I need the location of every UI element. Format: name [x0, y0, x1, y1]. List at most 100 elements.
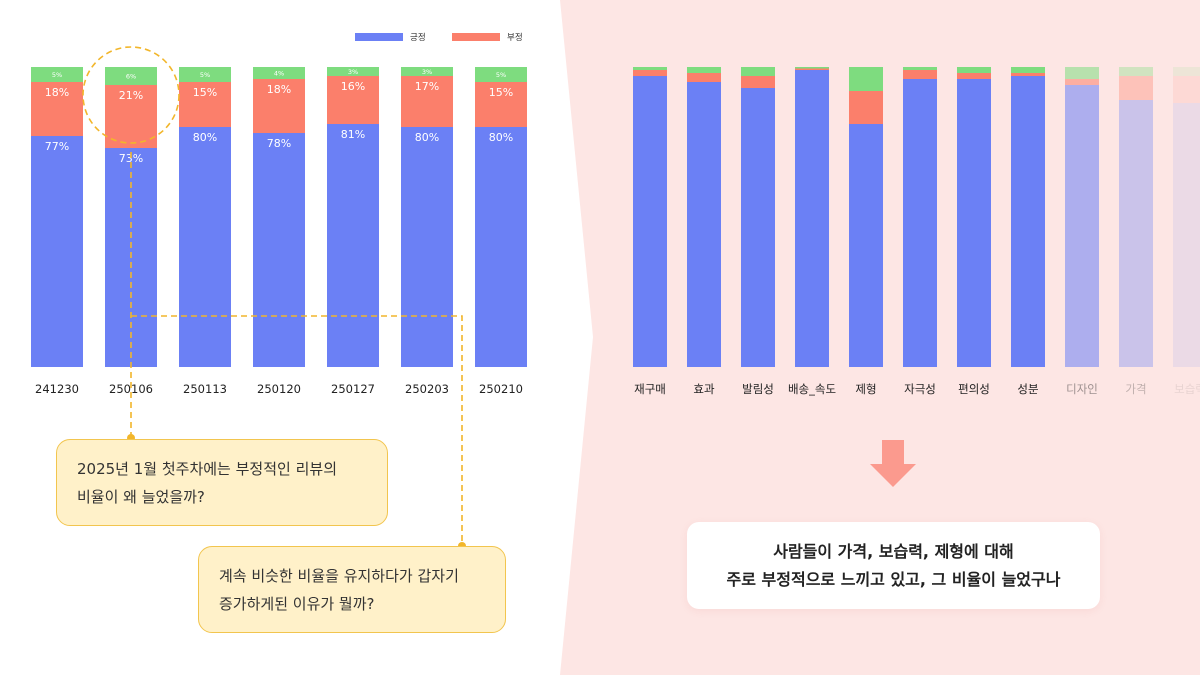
bar-label-neutral-250203: 3%	[422, 68, 432, 76]
bar-label-negative-241230: 18%	[45, 86, 69, 99]
category-bar-neutral-보습력	[1173, 67, 1200, 76]
bar-neutral-250113	[179, 67, 231, 82]
category-bar-positive-발림성	[741, 88, 775, 367]
category-bar-neutral-성분	[1011, 67, 1045, 73]
bar-negative-250120	[253, 79, 305, 133]
down-arrow-shape	[870, 440, 916, 487]
bar-neutral-250210	[475, 67, 527, 82]
bar-label-neutral-250113: 5%	[200, 71, 210, 79]
category-bar-negative-성분	[1011, 73, 1045, 76]
category-bar-negative-디자인	[1065, 79, 1099, 85]
chart-legend: 긍정 부정	[355, 32, 523, 43]
category-tick-label-효과: 효과	[693, 382, 715, 396]
category-bar-neutral-편의성	[957, 67, 991, 73]
bar-positive-250113	[179, 127, 231, 367]
question-1-line-2: 비율이 왜 늘었을까?	[77, 488, 205, 506]
bar-label-positive-250120: 78%	[267, 137, 291, 150]
category-bar-negative-가격	[1119, 76, 1153, 100]
x-tick-label-250210: 250210	[479, 382, 523, 396]
bar-neutral-241230	[31, 67, 83, 82]
bar-positive-250203	[401, 127, 453, 367]
bar-neutral-250203	[401, 67, 453, 76]
category-bar-neutral-자극성	[903, 67, 937, 70]
bar-label-positive-250113: 80%	[193, 131, 217, 144]
category-tick-label-발림성: 발림성	[742, 382, 774, 396]
bar-label-positive-241230: 77%	[45, 140, 69, 153]
category-bar-neutral-가격	[1119, 67, 1153, 76]
bar-negative-250210	[475, 82, 527, 127]
question-1-line-1: 2025년 1월 첫주차에는 부정적인 리뷰의	[77, 460, 337, 478]
legend-swatch-negative	[452, 33, 500, 41]
category-tick-label-보습력: 보습력	[1174, 382, 1200, 396]
category-bar-negative-자극성	[903, 70, 937, 79]
bar-neutral-250106	[105, 67, 157, 85]
category-bar-neutral-제형	[849, 67, 883, 91]
bar-label-positive-250210: 80%	[489, 131, 513, 144]
x-tick-label-250120: 250120	[257, 382, 301, 396]
category-bar-negative-편의성	[957, 73, 991, 79]
bar-label-neutral-250210: 5%	[496, 71, 506, 79]
bar-label-neutral-250106: 6%	[126, 72, 136, 80]
bar-label-negative-250210: 15%	[489, 86, 513, 99]
x-tick-label-250203: 250203	[405, 382, 449, 396]
bar-label-negative-250113: 15%	[193, 86, 217, 99]
bar-label-negative-250203: 17%	[415, 80, 439, 93]
x-tick-label-250106: 250106	[109, 382, 153, 396]
bar-label-neutral-250120: 4%	[274, 69, 284, 77]
question-2-line-1: 계속 비슷한 비율을 유지하다가 갑자기	[219, 567, 459, 585]
question-callout-1: 2025년 1월 첫주차에는 부정적인 리뷰의 비율이 왜 늘었을까?	[56, 439, 388, 526]
category-bar-positive-보습력	[1173, 103, 1200, 367]
category-bar-positive-가격	[1119, 100, 1153, 367]
category-bar-neutral-효과	[687, 67, 721, 73]
category-tick-label-배송_속도: 배송_속도	[788, 382, 836, 396]
x-tick-label-241230: 241230	[35, 382, 79, 396]
category-bar-neutral-배송_속도	[795, 67, 829, 69]
bar-positive-250210	[475, 127, 527, 367]
category-bar-neutral-디자인	[1065, 67, 1099, 79]
category-bar-positive-효과	[687, 82, 721, 367]
conclusion-card: 사람들이 가격, 보습력, 제형에 대해 주로 부정적으로 느끼고 있고, 그 …	[687, 522, 1100, 609]
category-tick-label-재구매: 재구매	[634, 382, 666, 396]
category-tick-label-자극성: 자극성	[904, 382, 936, 396]
connector-line-2	[131, 315, 463, 546]
bar-positive-241230	[31, 136, 83, 367]
down-arrow-icon	[870, 440, 916, 487]
bar-label-neutral-241230: 5%	[52, 71, 62, 79]
bar-label-negative-250106: 21%	[119, 89, 143, 102]
bar-negative-250127	[327, 76, 379, 124]
category-tick-label-디자인: 디자인	[1066, 382, 1098, 396]
x-tick-label-250113: 250113	[183, 382, 227, 396]
bar-label-positive-250203: 80%	[415, 131, 439, 144]
legend-swatch-positive	[355, 33, 403, 41]
category-bar-positive-편의성	[957, 79, 991, 367]
legend-label-positive: 긍정	[410, 32, 426, 43]
bar-negative-250106	[105, 85, 157, 148]
category-tick-label-성분: 성분	[1017, 382, 1038, 396]
category-bar-negative-재구매	[633, 70, 667, 76]
bar-negative-250203	[401, 76, 453, 127]
bar-negative-241230	[31, 82, 83, 136]
category-bar-positive-자극성	[903, 79, 937, 367]
question-2-line-2: 증가하게된 이유가 뭘까?	[219, 595, 375, 613]
category-bar-positive-성분	[1011, 76, 1045, 367]
bar-label-negative-250120: 18%	[267, 83, 291, 96]
bar-label-negative-250127: 16%	[341, 80, 365, 93]
legend-label-negative: 부정	[507, 32, 523, 43]
bar-neutral-250120	[253, 67, 305, 79]
conclusion-line-2: 주로 부정적으로 느끼고 있고, 그 비율이 늘었구나	[726, 570, 1061, 589]
category-bar-positive-디자인	[1065, 85, 1099, 367]
bar-neutral-250127	[327, 67, 379, 76]
category-tick-label-편의성: 편의성	[958, 382, 990, 396]
question-callout-2: 계속 비슷한 비율을 유지하다가 갑자기 증가하게된 이유가 뭘까?	[198, 546, 506, 633]
category-bar-positive-재구매	[633, 76, 667, 367]
bar-label-positive-250106: 73%	[119, 152, 143, 165]
bar-positive-250127	[327, 124, 379, 367]
category-tick-label-제형: 제형	[855, 382, 876, 396]
bar-positive-250120	[253, 133, 305, 367]
category-bar-negative-발림성	[741, 76, 775, 88]
category-bar-neutral-재구매	[633, 67, 667, 70]
weekly-sentiment-chart: 77% 18% 5% 241230 73% 21% 6% 250106 80% 15% 5% 2501…	[31, 67, 527, 396]
bar-label-positive-250127: 81%	[341, 128, 365, 141]
category-bar-positive-제형	[849, 124, 883, 367]
